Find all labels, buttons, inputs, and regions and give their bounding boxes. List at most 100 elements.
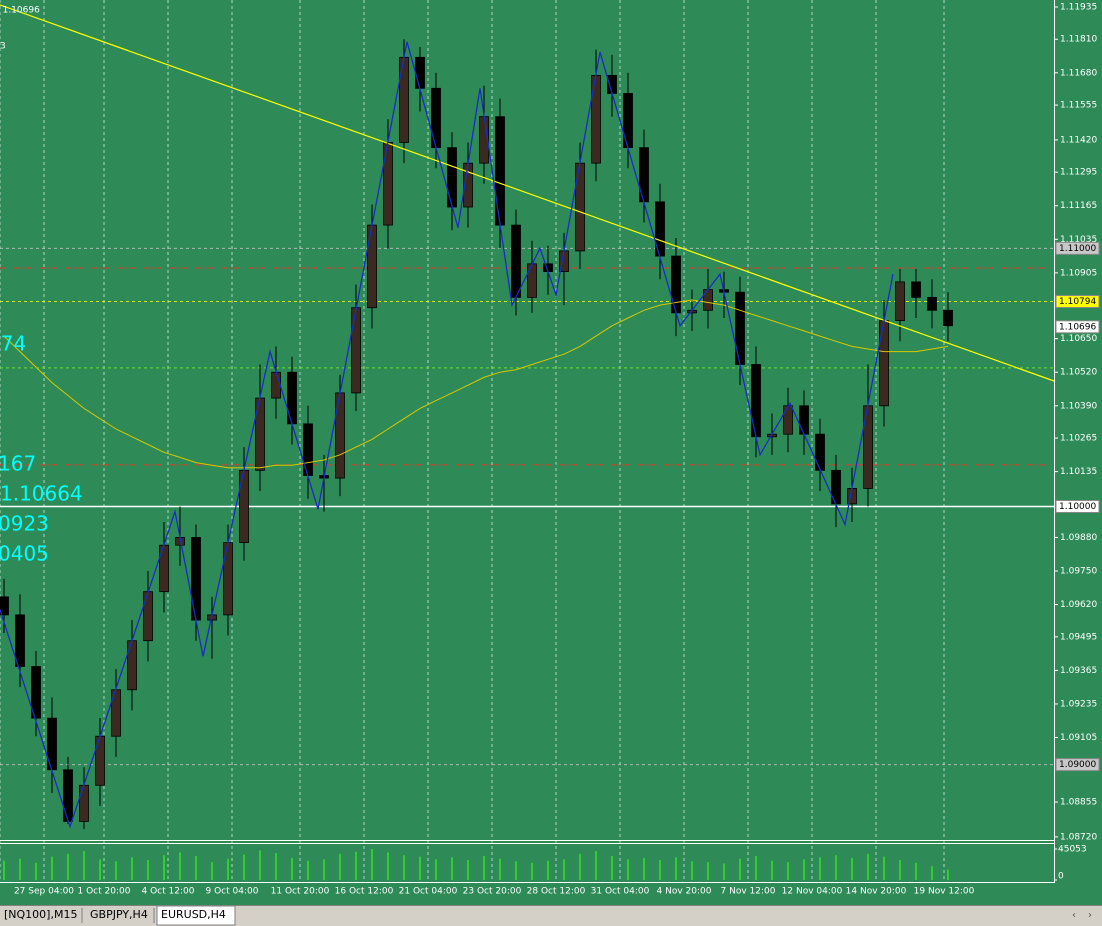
candle-body xyxy=(943,309,953,327)
chart-tab-label[interactable]: GBPJPY,H4 xyxy=(90,908,148,921)
candle-body xyxy=(143,591,153,642)
candle-body xyxy=(63,769,73,822)
y-tick-label: 1.11420 xyxy=(1060,135,1097,145)
scroll-left[interactable]: ‹ xyxy=(1072,910,1076,921)
y-tick-label: 1.08855 xyxy=(1060,798,1097,808)
y-tick-label: 1.09880 xyxy=(1060,533,1097,543)
y-tick-label: 1.09620 xyxy=(1060,600,1097,610)
candle-body xyxy=(671,255,681,314)
y-tick-label: 1.09105 xyxy=(1060,733,1097,743)
indicator-text: 374 xyxy=(0,332,26,356)
y-tick-label: 1.11935 xyxy=(1060,2,1097,12)
x-tick-label: 14 Nov 20:00 xyxy=(846,887,907,897)
scroll-right[interactable]: › xyxy=(1088,910,1092,921)
chart-background xyxy=(0,0,1102,905)
candle-body xyxy=(351,307,361,394)
indicator-text: 1.10664 xyxy=(0,482,83,506)
candle-body xyxy=(415,56,425,89)
candle-body xyxy=(623,93,633,149)
y-tick-label: 1.11810 xyxy=(1060,35,1097,45)
candle-body xyxy=(799,405,809,435)
x-tick-label: 16 Oct 12:00 xyxy=(335,887,394,897)
candle-body xyxy=(927,296,937,311)
price-label: 1.11000 xyxy=(1059,244,1096,254)
x-tick-label: 1 Oct 20:00 xyxy=(78,887,131,897)
candle-body xyxy=(31,666,41,719)
candle-body xyxy=(15,614,25,667)
candle-body xyxy=(95,735,105,786)
x-tick-label: 21 Oct 04:00 xyxy=(399,887,458,897)
trendline xyxy=(0,4,1055,382)
y-tick-label: 1.09235 xyxy=(1060,699,1097,709)
candle-body xyxy=(447,147,457,208)
volume-tick-label: 45053 xyxy=(1058,845,1087,855)
chart-tab[interactable] xyxy=(156,905,236,926)
price-label: 1.10794 xyxy=(1059,297,1096,307)
indicator-text: 9 1.10696 xyxy=(0,6,40,16)
candle-body xyxy=(751,364,761,438)
price-label: 1.09000 xyxy=(1059,760,1096,770)
y-tick-label: 1.10135 xyxy=(1060,467,1097,477)
indicator-text: 3 xyxy=(0,42,6,52)
candle-body xyxy=(527,263,537,298)
y-tick-label: 1.11165 xyxy=(1060,201,1097,211)
x-tick-label: 7 Nov 12:00 xyxy=(721,887,776,897)
candle-body xyxy=(783,405,793,435)
candle-body xyxy=(911,281,921,298)
x-tick-label: 23 Oct 20:00 xyxy=(463,887,522,897)
candle-body xyxy=(287,371,297,425)
x-tick-label: 19 Nov 12:00 xyxy=(914,887,975,897)
candle-body xyxy=(335,392,345,479)
candle-body xyxy=(735,291,745,365)
candle-body xyxy=(223,542,233,616)
price-label: 1.10696 xyxy=(1059,322,1096,332)
y-tick-label: 1.08720 xyxy=(1060,832,1097,842)
y-tick-label: 1.09750 xyxy=(1060,567,1097,577)
candle-body xyxy=(399,56,409,143)
moving-average xyxy=(3,299,949,469)
tab-bar xyxy=(0,905,1102,926)
y-tick-label: 1.11555 xyxy=(1060,101,1097,111)
x-tick-label: 28 Oct 12:00 xyxy=(527,887,586,897)
x-tick-label: 11 Oct 20:00 xyxy=(271,887,330,897)
x-tick-label: 9 Oct 04:00 xyxy=(206,887,259,897)
price-label-box xyxy=(1055,499,1100,513)
x-tick-label: 31 Oct 04:00 xyxy=(591,887,650,897)
candle-body xyxy=(431,87,441,149)
candle-body xyxy=(271,371,281,399)
y-tick-label: 1.10265 xyxy=(1060,434,1097,444)
x-tick-label: 4 Nov 20:00 xyxy=(657,887,712,897)
volume-tick-label: 0 xyxy=(1058,872,1064,882)
y-tick-label: 1.10905 xyxy=(1060,268,1097,278)
candle-body xyxy=(367,224,377,309)
chart-tab[interactable] xyxy=(0,906,80,925)
price-label-box xyxy=(1055,758,1100,772)
y-tick-label: 1.11680 xyxy=(1060,68,1097,78)
chart-tab-label[interactable]: [NQ100],M15 xyxy=(4,908,77,921)
indicator-text: 0923 xyxy=(0,512,49,536)
y-tick-label: 1.11295 xyxy=(1060,168,1097,178)
y-tick-label: 1.10650 xyxy=(1060,334,1097,344)
candle-body xyxy=(815,433,825,471)
y-tick-label: 1.09495 xyxy=(1060,632,1097,642)
candle-body xyxy=(191,537,201,621)
price-label-box xyxy=(1055,241,1100,255)
x-tick-label: 4 Oct 12:00 xyxy=(142,887,195,897)
candle-body xyxy=(0,596,9,616)
y-tick-label: 1.11035 xyxy=(1060,235,1097,245)
indicator-text: 167 xyxy=(0,452,36,476)
candle-body xyxy=(79,784,89,822)
price-label-box xyxy=(1055,295,1100,309)
x-tick-label: 12 Nov 04:00 xyxy=(782,887,843,897)
candle-body xyxy=(879,320,889,407)
y-tick-label: 1.09365 xyxy=(1060,666,1097,676)
y-tick-label: 1.10520 xyxy=(1060,368,1097,378)
candle-body xyxy=(495,116,505,226)
chart-tab-label[interactable]: EURUSD,H4 xyxy=(161,908,226,921)
zigzag xyxy=(0,41,894,829)
chart-tab[interactable] xyxy=(86,906,152,925)
x-tick-label: 27 Sep 04:00 xyxy=(14,887,74,897)
price-label-box xyxy=(1055,320,1100,334)
price-label: 1.10000 xyxy=(1059,502,1096,512)
